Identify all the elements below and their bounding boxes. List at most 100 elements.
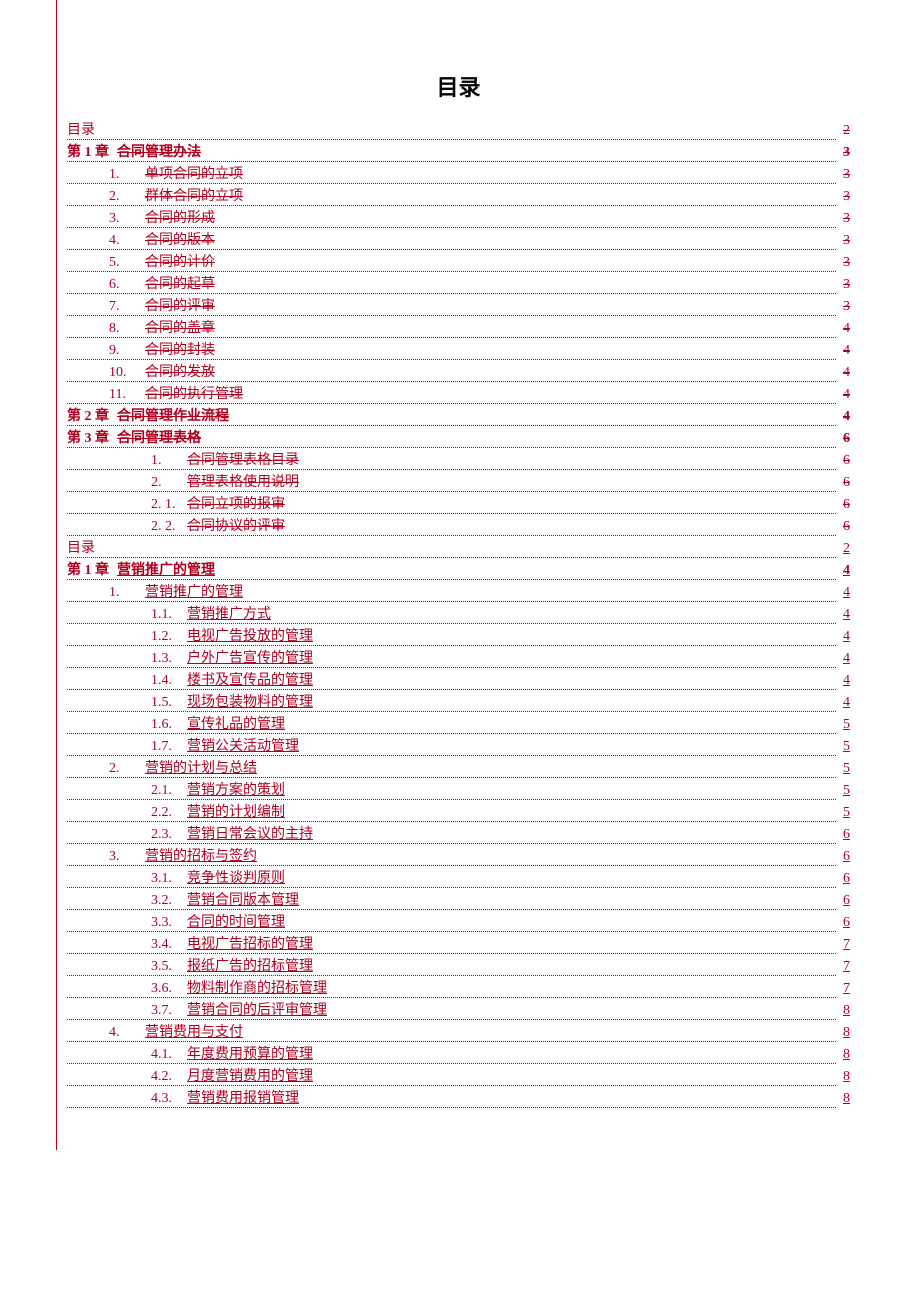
toc-entry[interactable]: 4.2.月度营销费用的管理8 <box>67 1066 850 1088</box>
toc-entry-text: 户外广告宣传的管理 <box>187 651 313 666</box>
toc-entry-page: 8 <box>837 1022 850 1044</box>
toc-entry[interactable]: 4.营销费用与支付8 <box>67 1022 850 1044</box>
toc-entry[interactable]: 4.合同的版本3 <box>67 230 850 252</box>
toc-entry-label: 目录 <box>67 123 107 138</box>
toc-entry[interactable]: 第 1 章营销推广的管理4 <box>67 560 850 582</box>
toc-entry-page: 8 <box>837 1044 850 1066</box>
toc-entry[interactable]: 第 3 章合同管理表格6 <box>67 428 850 450</box>
toc-entry[interactable]: 第 1 章合同管理办法3 <box>67 142 850 164</box>
toc-entry-page: 3 <box>837 142 850 164</box>
leader-line <box>67 755 850 756</box>
leader-line <box>67 249 850 250</box>
toc-entry[interactable]: 2. 1.合同立项的报审6 <box>67 494 850 516</box>
toc-entry[interactable]: 11.合同的执行管理4 <box>67 384 850 406</box>
leader-line <box>67 183 850 184</box>
toc-entry[interactable]: 6.合同的起草3 <box>67 274 850 296</box>
toc-entry-text: 营销合同的后评审管理 <box>187 1003 327 1018</box>
toc-entry-label: 9.合同的封装 <box>109 343 219 358</box>
toc-entry[interactable]: 3.2.营销合同版本管理6 <box>67 890 850 912</box>
leader-line <box>67 535 850 536</box>
toc-entry[interactable]: 4.1.年度费用预算的管理8 <box>67 1044 850 1066</box>
toc-entry-number: 1.3. <box>151 648 179 670</box>
toc-entry[interactable]: 4.3.营销费用报销管理8 <box>67 1088 850 1110</box>
toc-entry-number: 5. <box>109 252 137 274</box>
toc-entry[interactable]: 1.2.电视广告投放的管理4 <box>67 626 850 648</box>
toc-entry[interactable]: 目录2 <box>67 120 850 142</box>
toc-entry[interactable]: 3.3.合同的时间管理6 <box>67 912 850 934</box>
leader-line <box>67 491 850 492</box>
toc-entry-page: 4 <box>837 626 850 648</box>
toc-entry[interactable]: 1.5.现场包装物料的管理4 <box>67 692 850 714</box>
toc-entry[interactable]: 3.营销的招标与签约6 <box>67 846 850 868</box>
toc-entry-number: 2.3. <box>151 824 179 846</box>
toc-entry[interactable]: 3.4.电视广告招标的管理7 <box>67 934 850 956</box>
toc-entry-text: 竞争性谈判原则 <box>187 871 285 886</box>
toc-entry-page: 6 <box>837 516 850 538</box>
leader-line <box>67 975 850 976</box>
toc-entry-text: 营销公关活动管理 <box>187 739 299 754</box>
toc-entry-number: 6. <box>109 274 137 296</box>
toc-entry-label: 1.合同管理表格目录 <box>151 453 303 468</box>
toc-entry-label: 3.合同的形成 <box>109 211 219 226</box>
toc-entry[interactable]: 3.合同的形成3 <box>67 208 850 230</box>
toc-entry-label: 6.合同的起草 <box>109 277 219 292</box>
toc-entry[interactable]: 3.1.竞争性谈判原则6 <box>67 868 850 890</box>
toc-entry[interactable]: 2.1.营销方案的策划5 <box>67 780 850 802</box>
toc-entry-number: 1.2. <box>151 626 179 648</box>
toc-entry[interactable]: 1.营销推广的管理4 <box>67 582 850 604</box>
toc-entry[interactable]: 8.合同的盖章4 <box>67 318 850 340</box>
toc-entry[interactable]: 10.合同的发放4 <box>67 362 850 384</box>
toc-entry-text: 营销的计划与总结 <box>145 761 257 776</box>
toc-entry-label: 第 2 章合同管理作业流程 <box>67 409 233 424</box>
toc-entry[interactable]: 2.3.营销日常会议的主持6 <box>67 824 850 846</box>
toc-entry[interactable]: 目录2 <box>67 538 850 560</box>
toc-entry[interactable]: 1.1.营销推广方式4 <box>67 604 850 626</box>
toc-entry[interactable]: 9.合同的封装 4 <box>67 340 850 362</box>
toc-entry[interactable]: 3.6.物料制作商的招标管理7 <box>67 978 850 1000</box>
toc-entry-number: 2.2. <box>151 802 179 824</box>
toc-entry-number: 2. 2. <box>151 516 179 538</box>
toc-entry-number: 1. <box>109 164 137 186</box>
toc-entry[interactable]: 1.7.营销公关活动管理5 <box>67 736 850 758</box>
toc-entry[interactable]: 7.合同的评审3 <box>67 296 850 318</box>
toc-entry[interactable]: 2.管理表格使用说明6 <box>67 472 850 494</box>
toc-entry-text: 营销推广的管理 <box>117 563 215 578</box>
toc-entry-label: 10.合同的发放 <box>109 365 219 380</box>
toc-entry[interactable]: 1.6.宣传礼品的管理5 <box>67 714 850 736</box>
toc-entry[interactable]: 2.2.营销的计划编制5 <box>67 802 850 824</box>
toc-entry-text: 单项合同的立项 <box>145 167 243 182</box>
leader-line <box>67 887 850 888</box>
leader-line <box>67 381 850 382</box>
toc-entry-text: 群体合同的立项 <box>145 189 243 204</box>
toc-entry-page: 4 <box>837 340 850 362</box>
toc-entry-text: 合同的盖章 <box>145 321 215 336</box>
leader-line <box>67 315 850 316</box>
toc-entry-number: 第 2 章 <box>67 406 109 428</box>
toc-entry-text: 合同管理作业流程 <box>117 409 229 424</box>
toc-entry[interactable]: 1.4.楼书及宣传品的管理4 <box>67 670 850 692</box>
toc-entry[interactable]: 1.合同管理表格目录6 <box>67 450 850 472</box>
toc-entry[interactable]: 2.营销的计划与总结5 <box>67 758 850 780</box>
toc-entry[interactable]: 3.7.营销合同的后评审管理8 <box>67 1000 850 1022</box>
toc-entry[interactable]: 第 2 章合同管理作业流程4 <box>67 406 850 428</box>
toc-entry-label: 5.合同的计价 <box>109 255 219 270</box>
toc-entry-text: 合同的封装 <box>145 343 215 358</box>
toc-entry-text: 合同的版本 <box>145 233 215 248</box>
toc-entry-text: 营销费用与支付 <box>145 1025 243 1040</box>
toc-entry[interactable]: 1.单项合同的立项3 <box>67 164 850 186</box>
toc-entry[interactable]: 2.群体合同的立项3 <box>67 186 850 208</box>
toc-entry-label: 1.5.现场包装物料的管理 <box>151 695 317 710</box>
toc-entry[interactable]: 5.合同的计价3 <box>67 252 850 274</box>
toc-entry-text: 报纸广告的招标管理 <box>187 959 313 974</box>
leader-line <box>67 601 850 602</box>
toc-entry[interactable]: 2. 2.合同协议的评审6 <box>67 516 850 538</box>
toc-entry-label: 1.营销推广的管理 <box>109 585 247 600</box>
toc-entry-text: 物料制作商的招标管理 <box>187 981 327 996</box>
toc-entry-text: 营销合同版本管理 <box>187 893 299 908</box>
toc-entry-label: 3.1.竞争性谈判原则 <box>151 871 289 886</box>
toc-entry-text: 合同的起草 <box>145 277 215 292</box>
toc-entry[interactable]: 3.5.报纸广告的招标管理7 <box>67 956 850 978</box>
toc-entry-label: 2.1.营销方案的策划 <box>151 783 289 798</box>
toc-entry[interactable]: 1.3.户外广告宣传的管理4 <box>67 648 850 670</box>
toc-entry-label: 2.群体合同的立项 <box>109 189 247 204</box>
